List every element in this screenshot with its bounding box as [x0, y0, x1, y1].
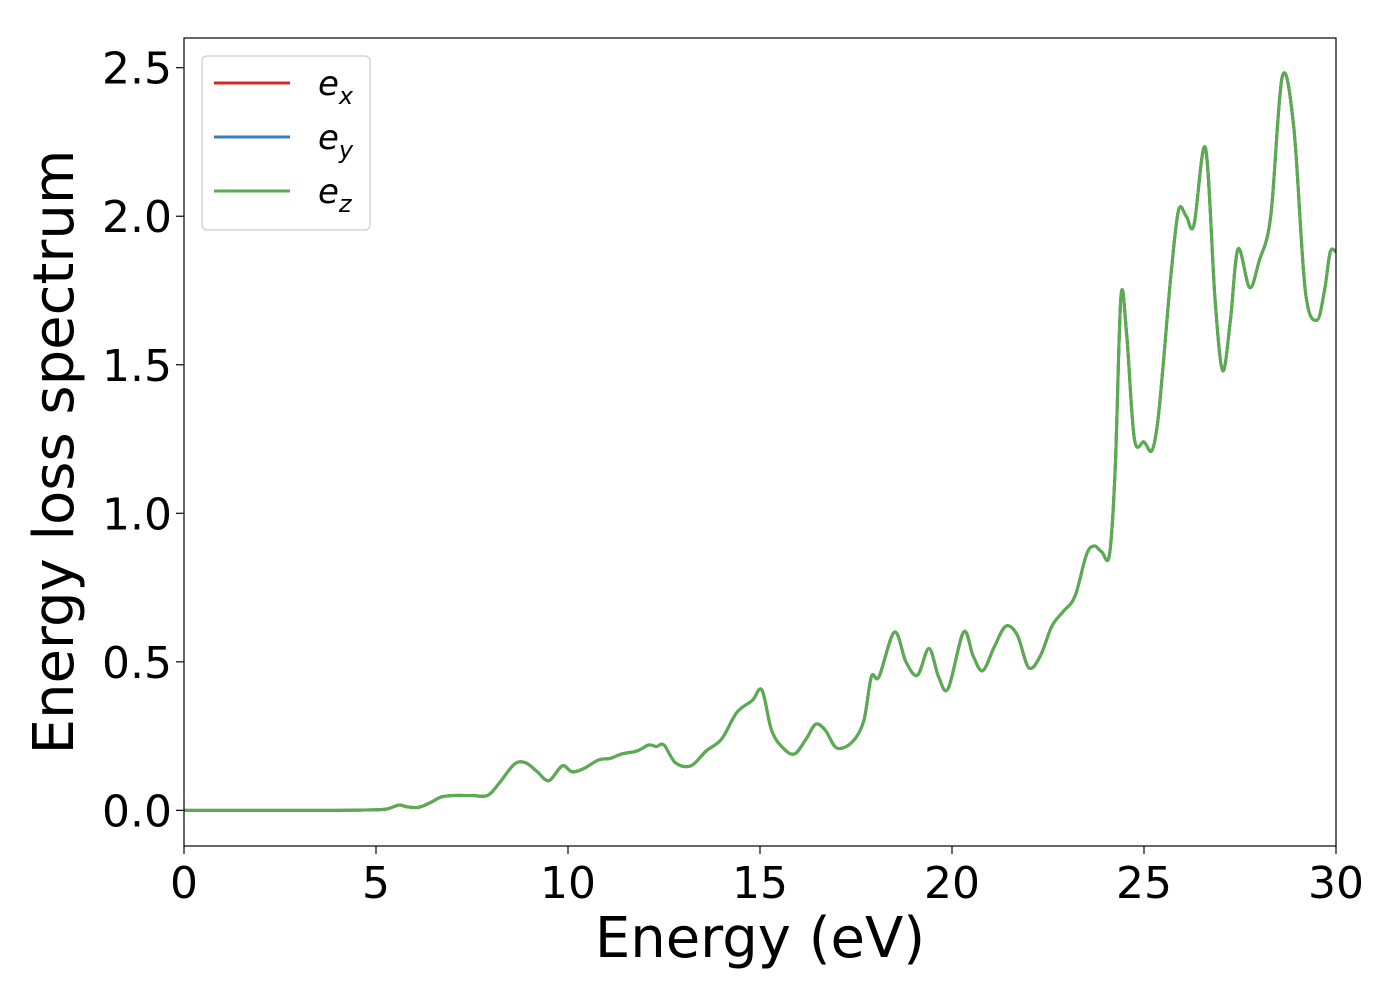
x-tick-label: 15 — [732, 858, 788, 909]
x-tick-label: 10 — [540, 858, 596, 909]
series-layer — [184, 71, 1336, 812]
series-line-ez — [184, 71, 1336, 812]
y-axis-title: Energy loss spectrum — [22, 150, 87, 755]
y-tick-label: 1.5 — [102, 341, 172, 392]
legend-box — [201, 55, 371, 231]
y-tick-label: 2.5 — [102, 44, 172, 95]
legend-label: ey — [318, 118, 354, 164]
y-tick-label: 0.5 — [102, 638, 172, 689]
legend-entry-ex: ex — [214, 64, 354, 110]
y-tick-label: 0.0 — [102, 786, 172, 837]
legend-entry-ez: ez — [214, 172, 353, 218]
legend-label: ez — [318, 172, 353, 218]
x-tick-label: 0 — [170, 858, 198, 909]
y-tick-label: 1.0 — [102, 489, 172, 540]
x-axis-title: Energy (eV) — [595, 906, 925, 971]
x-tick-label: 5 — [362, 858, 390, 909]
legend-entry-ey: ey — [214, 118, 354, 164]
x-tick-label: 20 — [924, 858, 980, 909]
x-tick-label: 30 — [1308, 858, 1364, 909]
y-tick-label: 2.0 — [102, 192, 172, 243]
ticks-layer: 0 5 10 15 20 25 30 0.0 0.5 1.0 1.5 2.0 2.5 — [102, 44, 1364, 909]
legend: ex ey ez — [201, 55, 371, 231]
legend-label: ex — [318, 64, 354, 110]
x-tick-label: 25 — [1116, 858, 1172, 909]
